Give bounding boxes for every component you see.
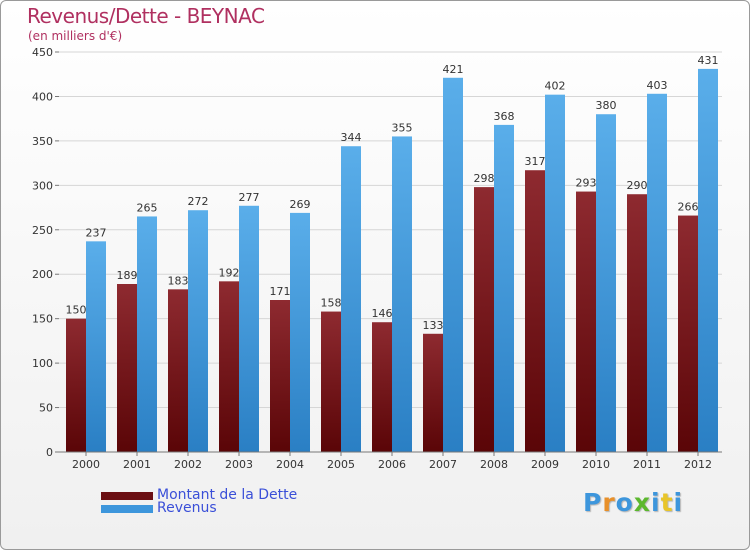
data-label-dette: 171 [270,285,291,298]
data-label-dette: 183 [168,274,189,287]
x-tick-label: 2011 [633,458,661,471]
legend-swatch-revenus [101,505,153,513]
data-label-dette: 146 [372,307,393,320]
bar-revenus [647,93,667,453]
logo-letter: i [673,488,684,517]
x-tick-label: 2007 [429,458,457,471]
bar-revenus [290,212,310,452]
bars [66,68,718,453]
y-axis-ticks: 0 50 100 150 200 250 300 350 400 450 [32,46,59,459]
bar-revenus [443,77,463,453]
x-tick-label: 2001 [123,458,151,471]
data-label-revenus: 265 [137,201,158,214]
data-label-revenus: 344 [341,131,362,144]
y-tick-label: 150 [32,313,53,326]
bar-revenus [392,136,412,452]
data-label-revenus: 431 [698,54,719,67]
y-tick-label: 250 [32,224,53,237]
logo-letter: o [615,488,634,517]
x-tick-label: 2000 [72,458,100,471]
x-tick-label: 2005 [327,458,355,471]
data-label-revenus: 272 [188,195,209,208]
data-label-revenus: 355 [392,121,413,134]
y-tick-label: 200 [32,268,53,281]
bar-revenus [698,68,718,452]
y-tick-label: 0 [46,446,53,459]
legend-label-revenus: Revenus [157,500,217,516]
x-tick-label: 2012 [684,458,712,471]
bar-dette [423,333,443,452]
logo-letter: P [583,488,603,517]
bar-dette [219,281,239,452]
y-tick-label: 350 [32,135,53,148]
legend-label-dette: Montant de la Dette [157,487,298,503]
logo-letter: i [651,488,661,517]
proxiti-logo: Proxiti [583,488,683,517]
data-label-revenus: 277 [239,191,260,204]
data-label-revenus: 269 [290,198,311,211]
bar-dette [168,289,188,452]
x-tick-label: 2006 [378,458,406,471]
data-label-dette: 150 [66,304,87,317]
bar-revenus [341,146,361,452]
bar-dette [117,284,137,452]
y-tick-label: 400 [32,90,53,103]
bar-dette [321,311,341,452]
logo-letter: r [602,488,616,517]
x-tick-label: 2008 [480,458,508,471]
bar-dette [576,191,596,453]
bar-revenus [545,94,565,453]
data-label-dette: 158 [321,297,342,310]
data-label-dette: 293 [576,177,597,190]
bar-dette [474,187,494,452]
chart-subtitle: (en milliers d'€) [28,29,123,43]
y-tick-label: 100 [32,357,53,370]
data-label-dette: 290 [627,179,648,192]
bar-revenus [86,241,106,452]
bar-revenus [494,124,514,452]
bar-dette [627,194,647,452]
x-tick-label: 2003 [225,458,253,471]
data-label-dette: 192 [219,266,240,279]
y-tick-label: 50 [39,402,53,415]
data-label-dette: 266 [678,201,699,214]
logo-letter: t [660,488,674,517]
data-label-revenus: 421 [443,63,464,76]
bar-dette [525,170,545,452]
bar-revenus [596,114,616,452]
bar-revenus [137,216,157,452]
y-tick-label: 300 [32,179,53,192]
bar-dette [270,300,290,452]
x-tick-label: 2002 [174,458,202,471]
bar-revenus [188,210,208,452]
data-label-revenus: 402 [545,80,566,93]
data-label-revenus: 237 [86,226,107,239]
data-label-dette: 298 [474,172,495,185]
data-label-revenus: 368 [494,110,515,123]
chart-title: Revenus/Dette - BEYNAC [27,4,265,28]
y-tick-label: 450 [32,46,53,59]
data-label-dette: 189 [117,269,138,282]
data-label-dette: 317 [525,155,546,168]
x-tick-label: 2009 [531,458,559,471]
data-labels: 150 237 189 265 183 272 192 277 171 269 158 344 146 3… [66,54,719,332]
x-tick-label: 2004 [276,458,304,471]
x-axis-ticks: 2000 2001 2002 2003 2004 2005 2006 2007 2008 2009… [72,452,712,471]
bar-revenus [239,205,259,452]
data-label-dette: 133 [423,319,444,332]
bar-dette [678,215,698,452]
logo-letter: x [633,488,651,517]
bar-dette [66,318,86,452]
legend-swatch-dette [101,492,153,500]
bar-dette [372,322,392,452]
data-label-revenus: 403 [647,79,668,92]
x-tick-label: 2010 [582,458,610,471]
data-label-revenus: 380 [596,99,617,112]
